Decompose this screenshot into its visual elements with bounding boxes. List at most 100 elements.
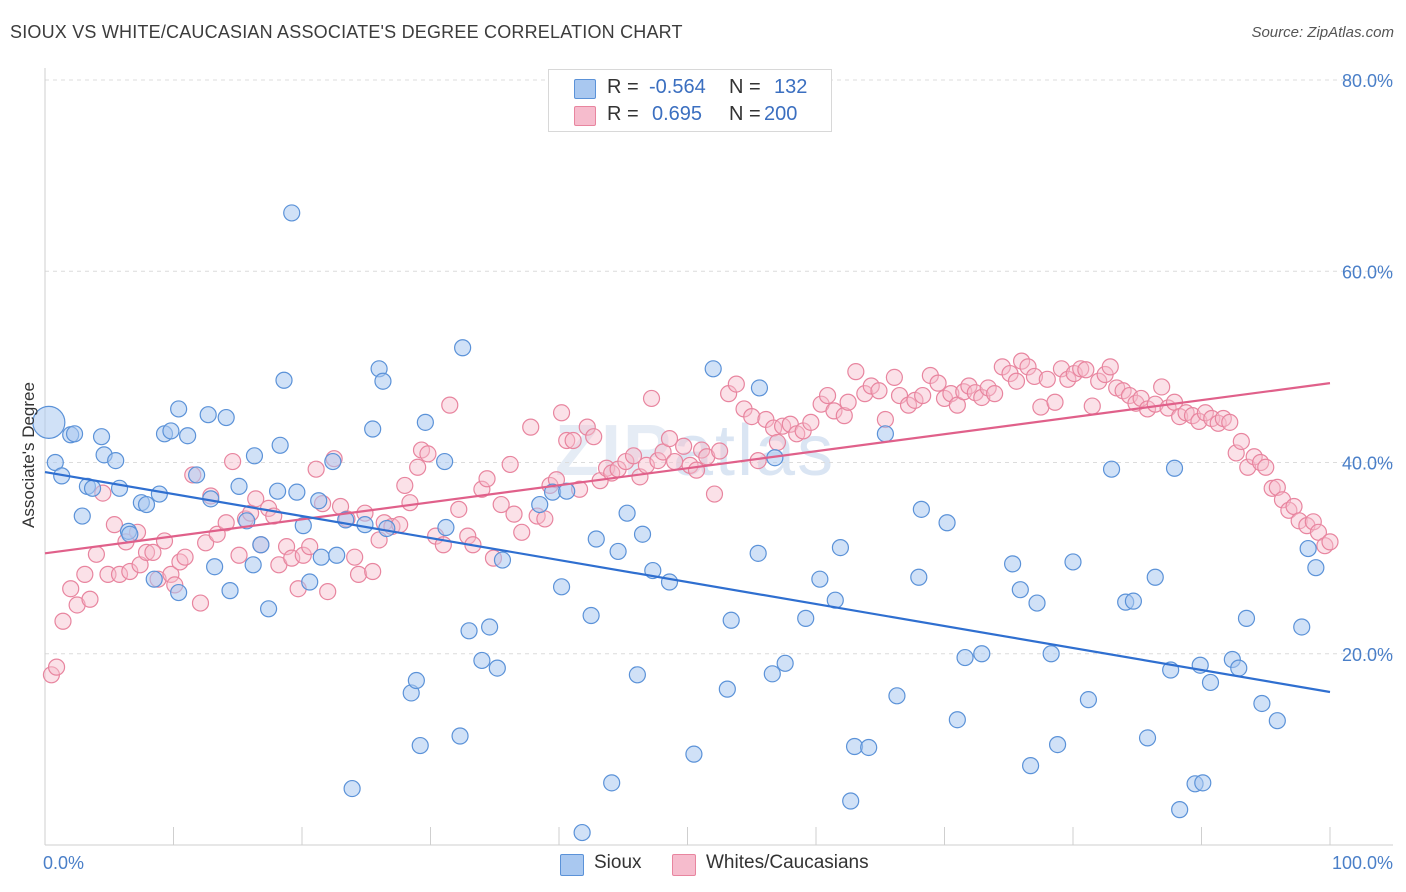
whites-point [1232,432,1250,451]
sioux-point [1307,559,1325,577]
sioux-point [217,408,235,427]
whites-point [1101,358,1119,376]
whites-point [711,442,729,460]
whites-point [121,562,139,581]
whites-point [1190,412,1208,430]
y-tick-label: 60.0% [1342,262,1393,282]
trend-lines [44,382,1331,694]
legend-n-label: N = [729,76,761,98]
sioux-point [552,578,571,596]
whites-point [885,368,903,386]
sioux-point [271,436,289,454]
sioux-point [618,504,636,522]
whites-point [505,505,523,523]
whites-point [675,437,693,455]
whites-point [1038,370,1056,388]
whites-point [973,388,991,407]
sioux-point [685,745,703,763]
whites-point [364,562,382,581]
sioux-point [238,512,256,530]
whites-point [137,543,156,561]
whites-point [564,431,582,450]
sioux-swatch [560,854,584,876]
sioux-point [1201,673,1220,692]
sioux-point [473,651,491,670]
sioux-point [776,654,794,672]
whites-point [960,377,978,395]
whites-point [705,485,724,503]
sioux-point [628,666,646,684]
whites-point [1025,367,1044,386]
whites-point [727,375,745,393]
sioux-point [1138,729,1157,747]
sioux-point [310,492,328,510]
whites-point [513,523,531,541]
whites-point [552,404,571,422]
sioux-point [121,525,139,543]
sioux-point [179,427,197,445]
sioux-point [912,500,930,518]
whites-point [501,455,519,474]
sioux-point [1102,460,1121,478]
sioux-trend-line [44,470,1331,694]
whites-point [197,534,215,552]
whites-point [1019,358,1037,376]
sioux-point [722,611,740,629]
sioux-point [633,525,652,543]
sioux-point [660,573,679,591]
sioux-point [137,495,156,514]
sioux-point [573,823,591,842]
sioux-point [481,618,499,636]
whites-point [81,590,99,608]
whites-point [105,516,123,534]
sioux-point [374,372,392,390]
whites-point [1007,372,1026,390]
sioux-point [92,428,111,446]
sioux-point [797,609,815,627]
sioux-point [170,400,188,418]
sioux-point [609,542,627,561]
whites-point [624,447,643,465]
sioux-point [301,573,319,591]
sioux-point [1293,618,1311,636]
sioux-point [1042,645,1060,663]
sioux-point [1237,609,1256,627]
whites-point [409,458,427,476]
whites-point [1304,513,1322,531]
sioux-point [1079,691,1098,709]
whites-point [294,546,312,564]
chart-title: SIOUX VS WHITE/CAUCASIAN ASSOCIATE'S DEG… [10,22,683,42]
sioux-swatch [574,79,596,99]
sioux-point [1124,592,1142,610]
whites-point [54,612,72,630]
whites-point [171,553,189,571]
whites-point [585,428,603,446]
sioux-point [1064,553,1082,571]
whites-point [687,461,706,479]
whites-point [1072,360,1090,378]
whites-point [1196,404,1214,422]
sioux-legend-label: Sioux [594,852,642,873]
sioux-point [811,570,829,588]
whites-point [349,565,368,583]
whites-point [110,565,129,583]
whites-point [307,460,325,478]
sioux-point [454,339,472,357]
sioux-point [206,558,224,576]
whites-point [1052,360,1071,378]
sioux-point [451,727,469,745]
series-sioux-points [32,204,1325,842]
legend-n-label: N = [729,103,761,125]
whites-point [847,363,865,381]
sioux-point [910,568,928,586]
sioux-point [531,495,549,514]
sioux-point [749,544,767,562]
whites-point [825,402,843,420]
sioux-point [294,517,312,535]
legend-r-value: -0.564 [649,76,706,98]
legend-row-whites: R = 0.695 N = 200 [549,101,831,129]
whites-point [1153,378,1171,396]
sioux-point [437,518,455,537]
sioux-point [275,371,293,389]
whites-point [1321,533,1339,551]
